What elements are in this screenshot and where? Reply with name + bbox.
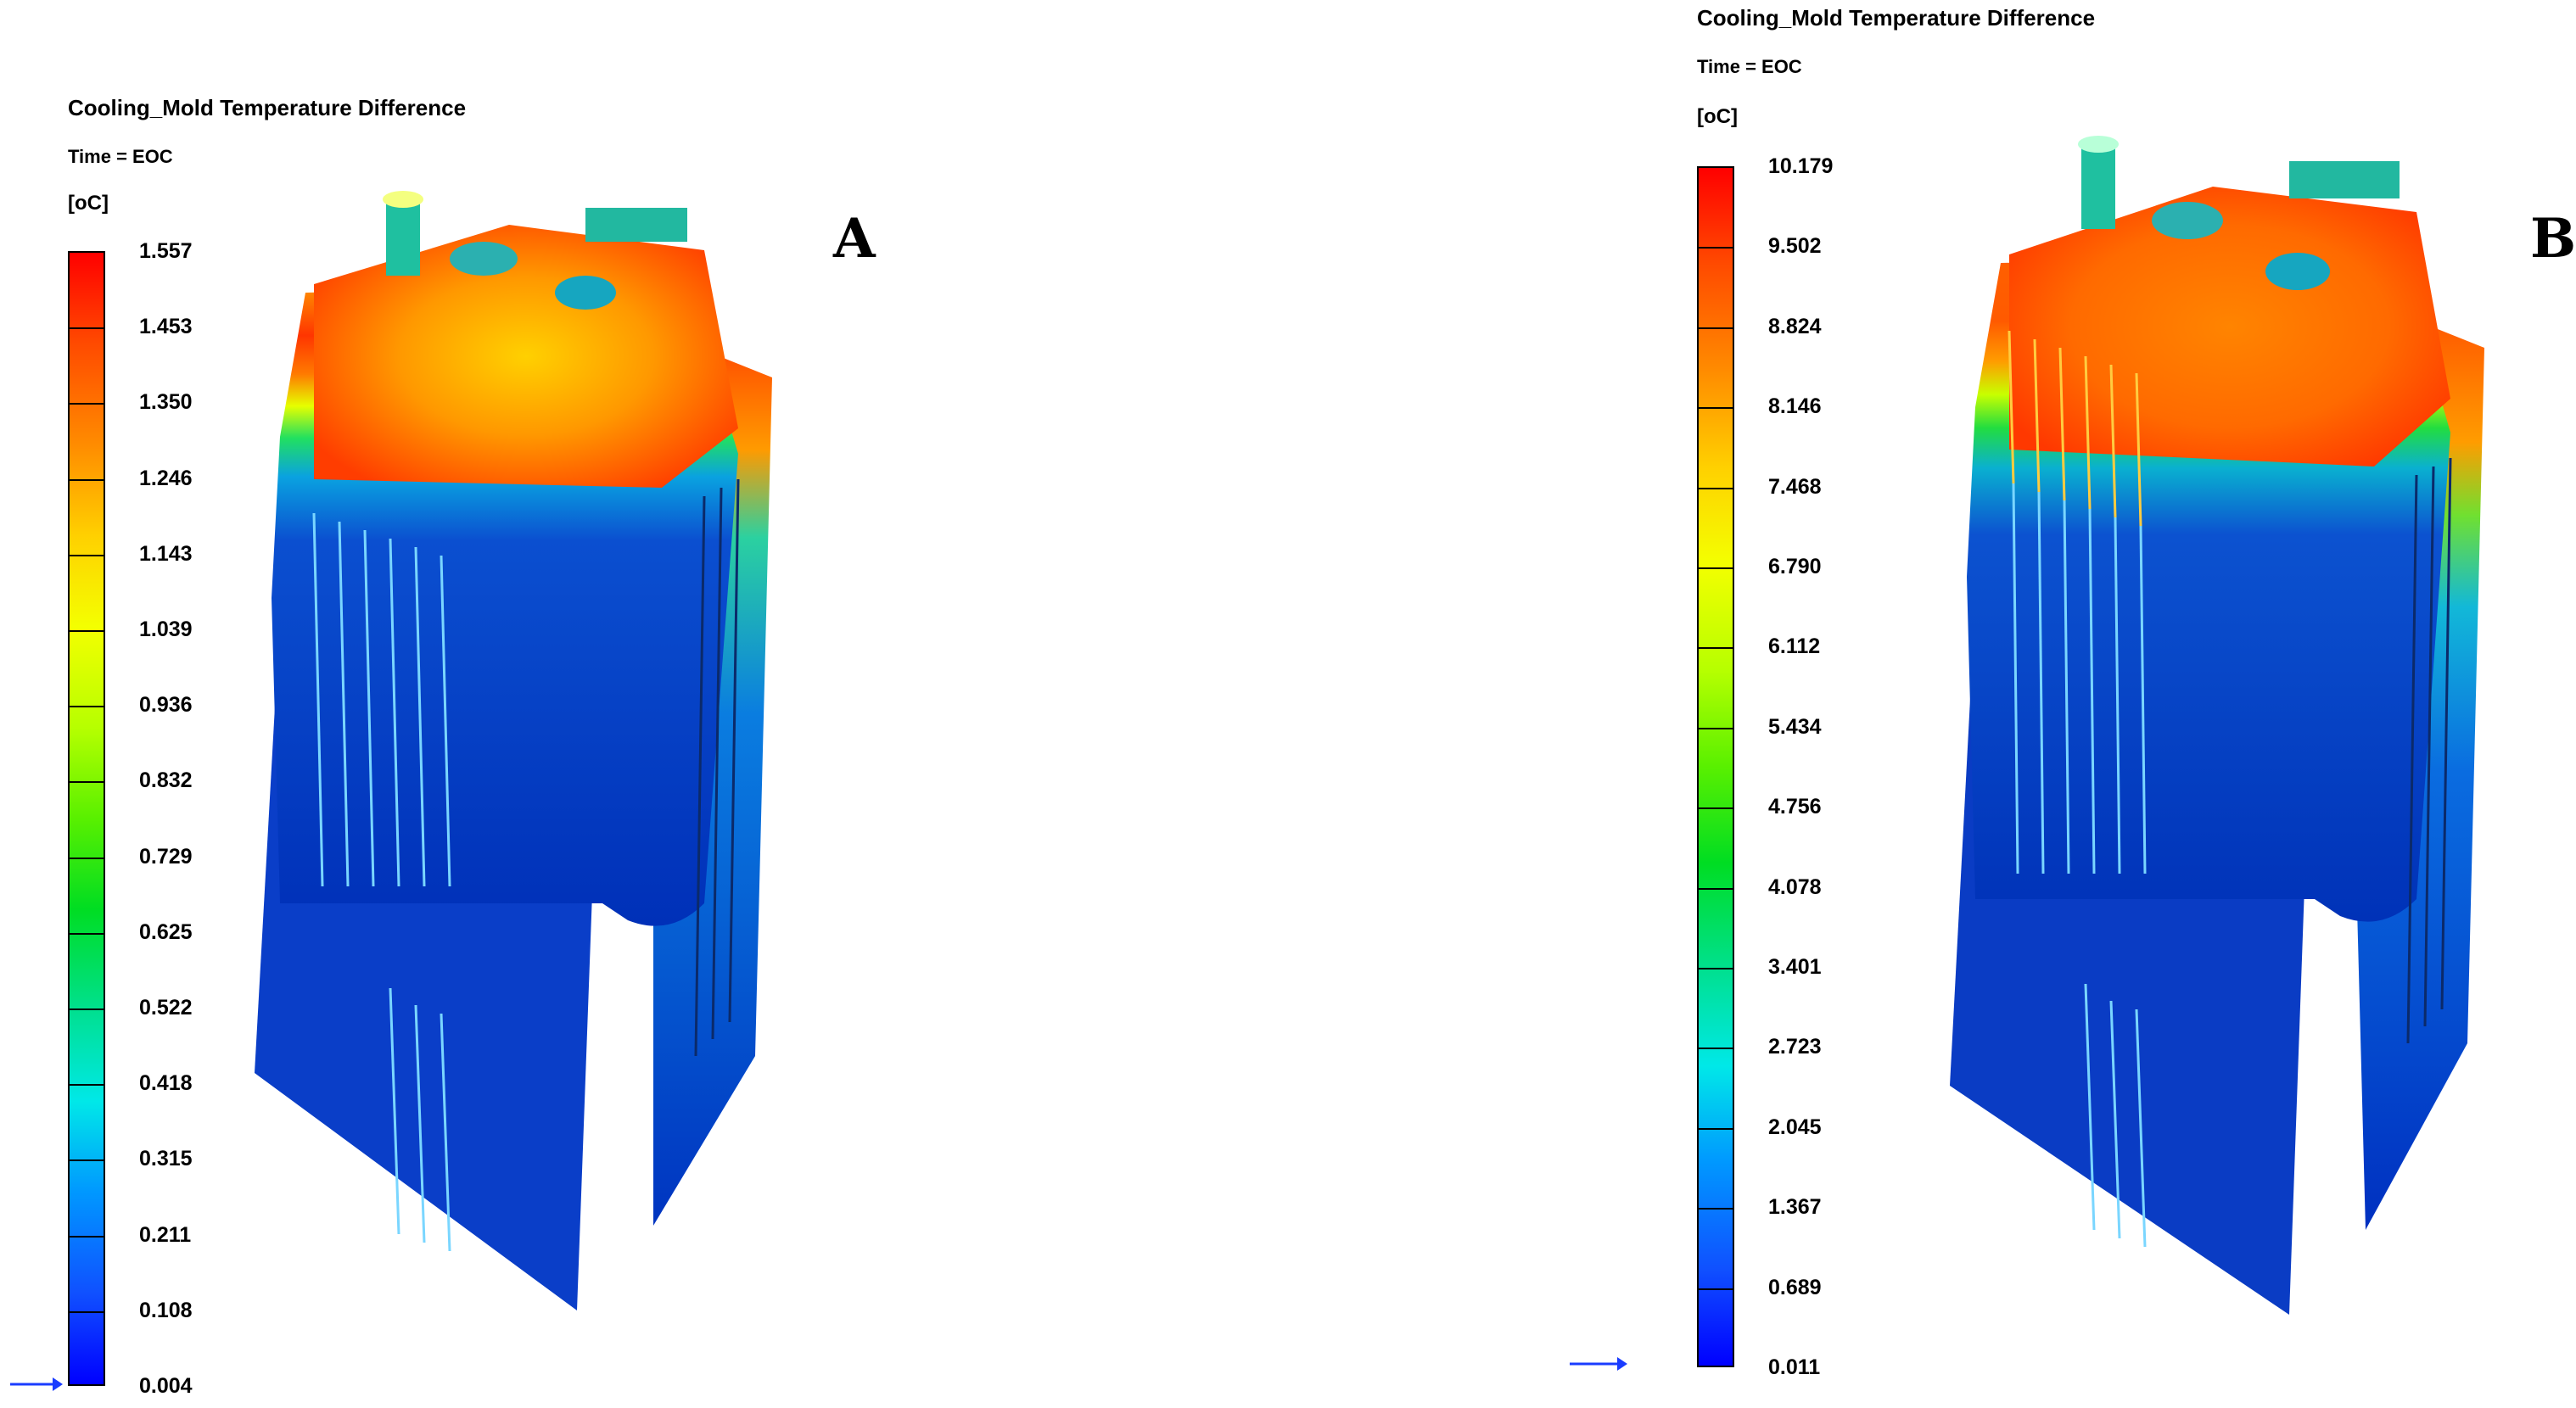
mold-model-render: [255, 191, 772, 1310]
color-scale-tick-line: [70, 1310, 104, 1313]
color-scale-tick-line: [70, 554, 104, 556]
color-scale-tick-label: 0.418: [139, 1071, 193, 1096]
color-scale-tick-line: [1699, 567, 1733, 569]
color-scale-tick-label: 1.453: [139, 315, 193, 339]
color-scale-tick-label: 1.246: [139, 466, 193, 490]
color-scale-tick-label: 7.468: [1768, 474, 1822, 499]
color-scale-tick-line: [1699, 887, 1733, 890]
color-scale-tick-label: 9.502: [1768, 234, 1822, 259]
color-scale-tick-label: 0.011: [1768, 1355, 1821, 1379]
color-scale-tick-line: [70, 1084, 104, 1087]
color-scale-tick-label: 1.039: [139, 617, 193, 641]
color-scale-tick-label: 0.211: [139, 1222, 192, 1247]
min-value-arrow-icon: [1570, 1357, 1627, 1371]
color-scale-tick-label: 1.367: [1768, 1195, 1822, 1220]
color-scale-tick-label: 8.146: [1768, 394, 1822, 419]
panel-a: Cooling_Mold Temperature Difference Time…: [10, 95, 876, 1398]
color-scale-tick-line: [70, 403, 104, 405]
min-value-arrow-icon: [10, 1377, 63, 1391]
color-scale-tick-line: [1699, 407, 1733, 410]
color-scale-tick-label: 0.832: [139, 768, 193, 793]
color-scale-tick-label: 0.689: [1768, 1275, 1822, 1299]
panel-label: B: [2530, 207, 2576, 271]
legend-time: Time = EOC: [68, 146, 173, 167]
color-scale-tick-line: [70, 478, 104, 481]
mold-model-render: [1950, 136, 2484, 1315]
color-scale-tick-label: 0.315: [139, 1147, 193, 1171]
color-scale-tick-line: [1699, 1288, 1733, 1290]
color-scale-tick-line: [1699, 647, 1733, 650]
color-scale-tick-line: [1699, 247, 1733, 249]
legend-title: Cooling_Mold Temperature Difference: [1697, 5, 2096, 31]
color-scale-tick-label: 5.434: [1768, 714, 1822, 739]
color-scale-tick-label: 3.401: [1768, 955, 1822, 979]
color-scale-tick-label: 0.729: [139, 844, 193, 869]
color-scale-tick-line: [1699, 327, 1733, 329]
color-scale-tick-line: [70, 327, 104, 330]
color-scale-tick-label: 6.112: [1768, 634, 1821, 659]
color-scale-tick-line: [70, 857, 104, 859]
color-scale-tick-line: [1699, 487, 1733, 489]
legend-time: Time = EOC: [1697, 56, 1802, 77]
color-scale-tick-line: [70, 781, 104, 784]
color-scale-tick-label: 4.756: [1768, 795, 1822, 819]
color-scale-bar: [68, 251, 105, 1386]
color-scale-tick-line: [70, 706, 104, 708]
color-scale-tick-line: [1699, 1048, 1733, 1050]
legend-unit: [oC]: [68, 192, 109, 215]
color-scale-tick-line: [1699, 807, 1733, 810]
color-scale-tick-line: [1699, 1208, 1733, 1210]
color-scale-tick-line: [70, 1235, 104, 1238]
color-scale-tick-label: 0.625: [139, 919, 193, 944]
legend-title: Cooling_Mold Temperature Difference: [68, 95, 467, 120]
color-scale-tick-label: 4.078: [1768, 874, 1822, 899]
color-scale-tick-label: 0.108: [139, 1298, 193, 1322]
color-scale-tick-label: 0.004: [139, 1374, 193, 1398]
color-scale-tick-label: 8.824: [1768, 314, 1822, 338]
panel-label: A: [833, 207, 876, 271]
color-scale-tick-label: 1.143: [139, 541, 193, 566]
color-scale-tick-label: 0.936: [139, 693, 193, 718]
color-scale-tick-line: [70, 1159, 104, 1162]
panel-b: Cooling_Mold Temperature Difference Time…: [1288, 0, 2576, 1408]
color-scale-tick-line: [1699, 968, 1733, 969]
color-scale-tick-label: 1.350: [139, 390, 193, 415]
color-scale-tick-label: 2.723: [1768, 1035, 1822, 1059]
color-scale-tick-label: 0.522: [139, 996, 193, 1020]
color-scale-tick-label: 6.790: [1768, 555, 1822, 578]
legend-unit: [oC]: [1697, 105, 1738, 128]
color-scale-tick-label: 10.179: [1768, 154, 1834, 178]
color-scale-tick-line: [1699, 1127, 1733, 1130]
color-scale-tick-line: [70, 630, 104, 632]
color-scale-tick-label: 1.557: [139, 239, 193, 263]
color-scale-tick-line: [70, 1009, 104, 1010]
color-scale-tick-line: [70, 932, 104, 935]
color-scale-bar: [1697, 166, 1734, 1367]
color-scale-tick-label: 2.045: [1768, 1115, 1822, 1139]
color-scale-tick-line: [1699, 727, 1733, 729]
